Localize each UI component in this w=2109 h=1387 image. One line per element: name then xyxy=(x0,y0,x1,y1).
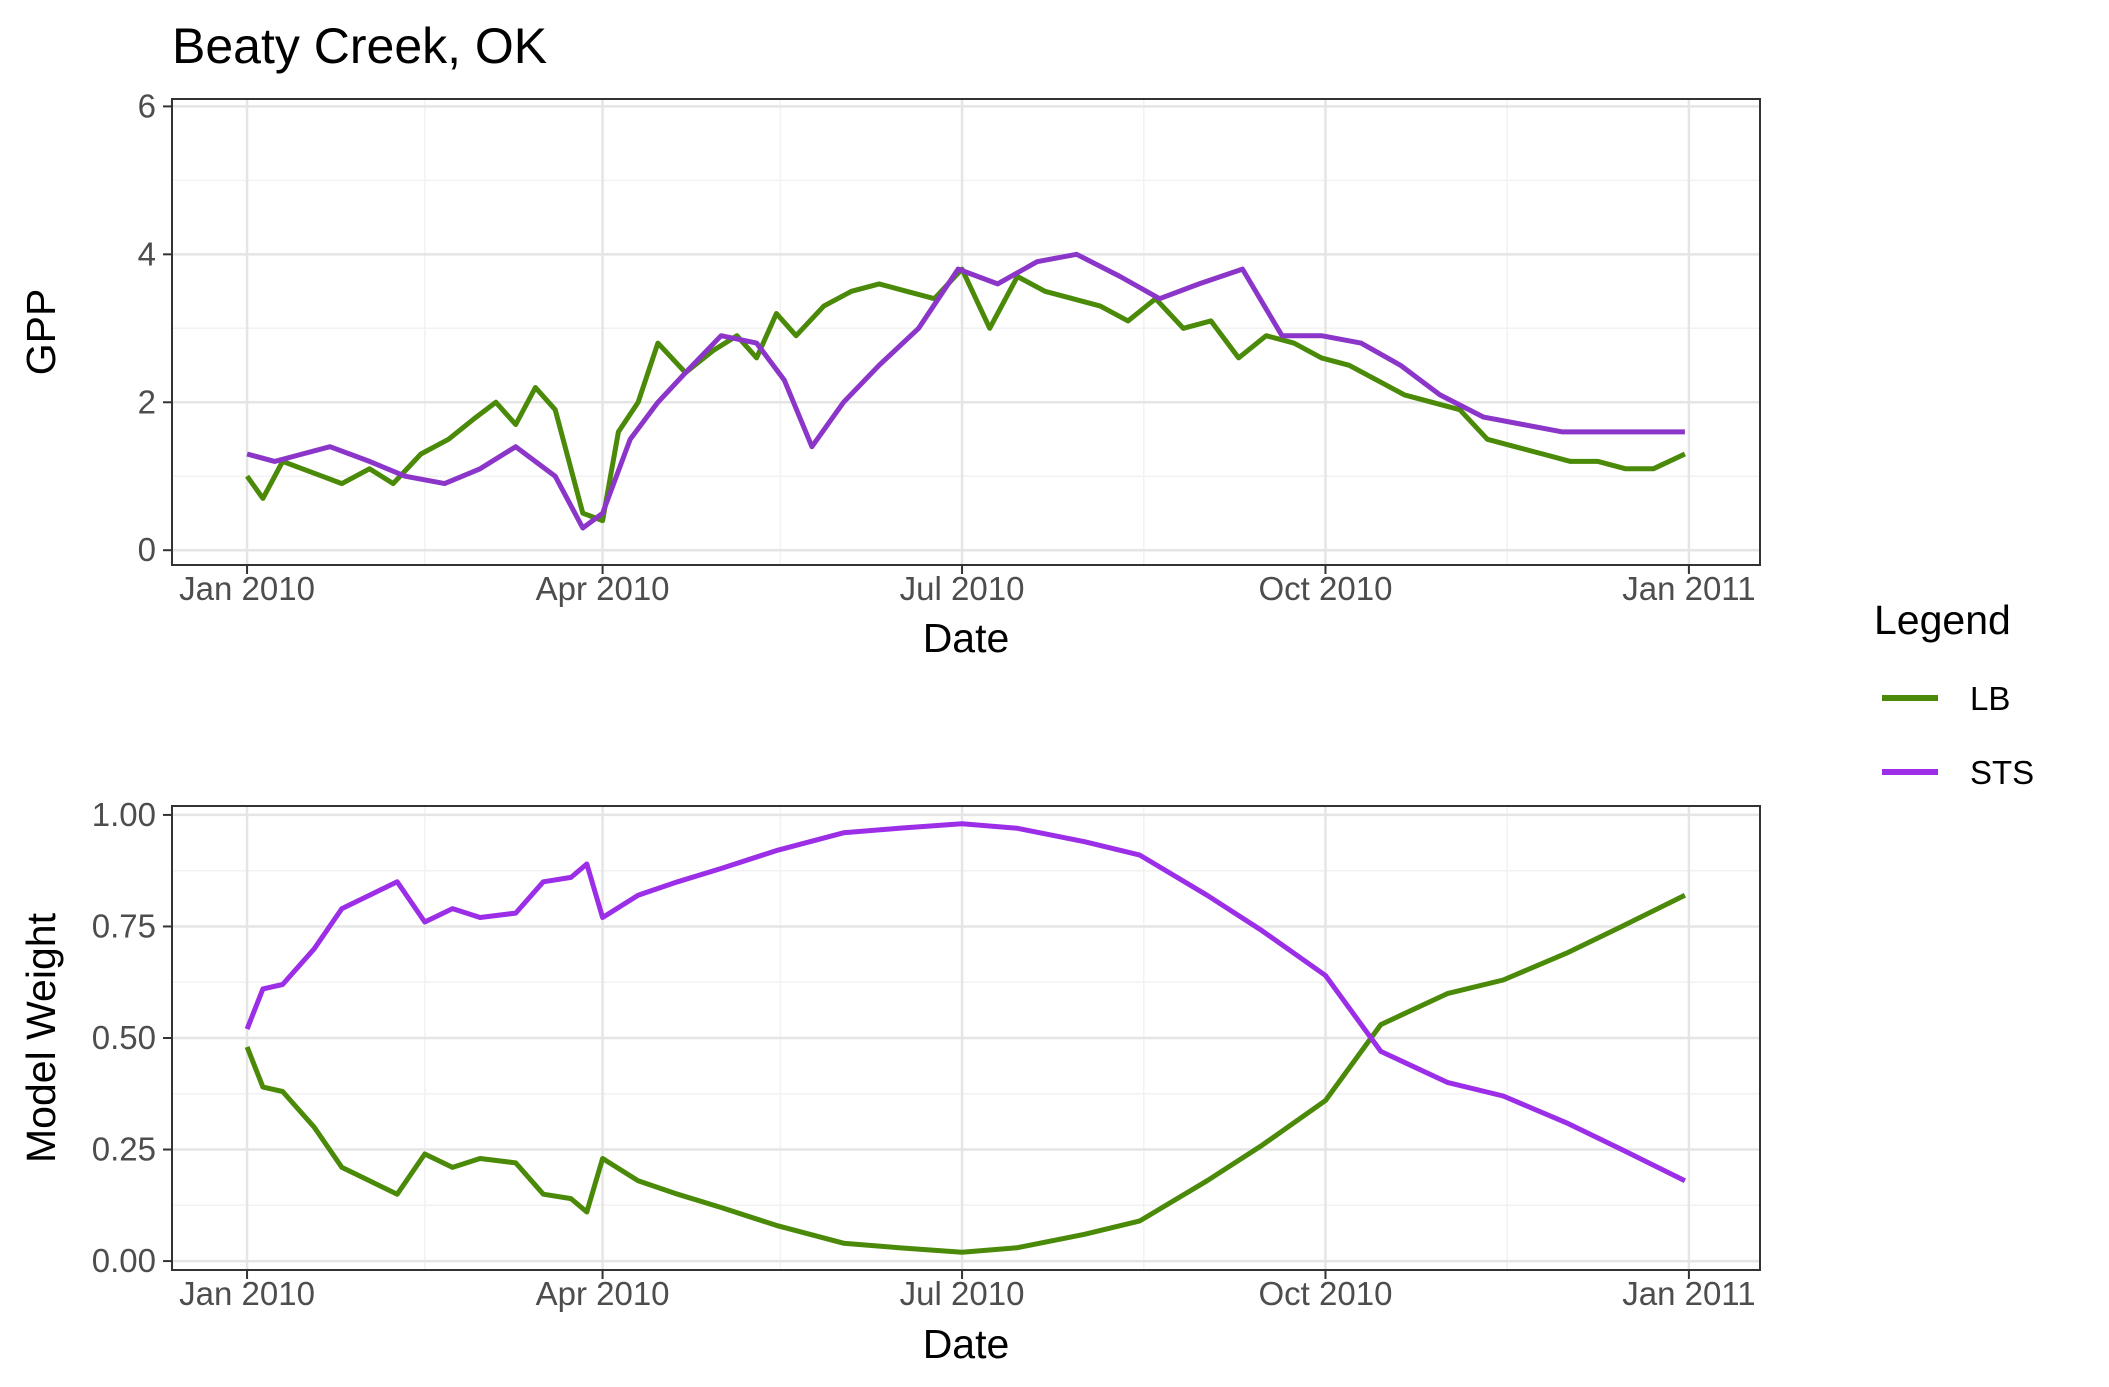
plot-title: Beaty Creek, OK xyxy=(172,18,547,74)
x-tick-label: Apr 2010 xyxy=(536,1275,670,1312)
x-tick-label: Apr 2010 xyxy=(536,570,670,607)
y-tick-label: 6 xyxy=(138,87,156,124)
y-tick-label: 0.00 xyxy=(92,1242,156,1279)
panel-border xyxy=(171,98,1761,566)
x-axis-title: Date xyxy=(923,615,1010,661)
x-tick-label: Jan 2011 xyxy=(1622,1275,1755,1312)
legend-title: Legend xyxy=(1874,597,2011,643)
x-axis-title: Date xyxy=(923,1321,1010,1367)
legend-label-lb: LB xyxy=(1970,680,2010,717)
y-tick-label: 0 xyxy=(138,531,156,568)
y-axis-title: GPP xyxy=(18,289,64,376)
legend-label-sts: STS xyxy=(1970,754,2034,791)
x-tick-label: Oct 2010 xyxy=(1259,570,1393,607)
x-tick-label: Jul 2010 xyxy=(900,570,1025,607)
y-tick-label: 0.25 xyxy=(92,1131,156,1168)
x-tick-label: Oct 2010 xyxy=(1259,1275,1393,1312)
series-line-lb xyxy=(245,266,1686,524)
y-tick-label: 0.50 xyxy=(92,1019,156,1056)
model-weight-panel: 0.00 0.25 0.50 0.75 1.00 Jan 2010 Apr 2010 Jul … xyxy=(18,796,1761,1367)
y-tick-label: 4 xyxy=(138,235,156,272)
x-tick-label: Jan 2011 xyxy=(1622,570,1755,607)
series-line-lb xyxy=(244,892,1687,1255)
y-tick-label: 0.75 xyxy=(92,907,156,944)
x-tick-label: Jul 2010 xyxy=(900,1275,1025,1312)
y-tick-label: 2 xyxy=(138,383,156,420)
plot-background xyxy=(172,99,1760,565)
series-line-sts xyxy=(246,251,1685,531)
series-line-sts xyxy=(244,821,1687,1184)
y-axis-title: Model Weight xyxy=(18,912,64,1163)
y-tick-label: 1.00 xyxy=(92,796,156,833)
x-tick-label: Jan 2010 xyxy=(179,570,315,607)
x-tick-label: Jan 2010 xyxy=(179,1275,315,1312)
gpp-panel: 0 2 4 6 Jan 2010 Apr 2010 Jul 2010 Oct 2010 Jan … xyxy=(18,87,1761,661)
legend: Legend LB STS xyxy=(1874,597,2034,791)
